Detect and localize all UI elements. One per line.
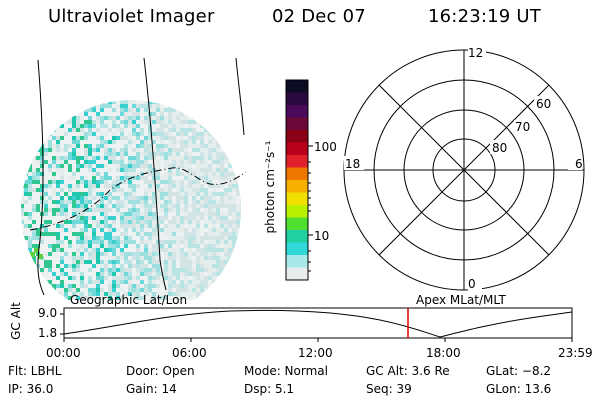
observation-date: 02 Dec 07 xyxy=(272,6,366,27)
colorbar-band xyxy=(286,105,308,118)
status-sequence: Seq: 39 xyxy=(366,382,412,396)
colorbar-band xyxy=(286,167,308,181)
timeline-axis-label: GC Alt xyxy=(9,302,23,340)
colorbar-band xyxy=(286,255,308,268)
colorbar-band xyxy=(286,180,308,193)
colorbar xyxy=(285,79,313,281)
status-dsp: Dsp: 5.1 xyxy=(244,382,295,396)
status-mode: Mode: Normal xyxy=(244,364,328,378)
timeline-xtick-1200: 12:00 xyxy=(298,346,333,360)
status-geo-lat: GLat: −8.2 xyxy=(486,364,552,378)
colorbar-band xyxy=(286,192,308,206)
status-gc-altitude: GC Alt: 3.6 Re xyxy=(366,364,450,378)
colorbar-band xyxy=(286,92,308,106)
timeline-right-title: Apex MLat/MLT xyxy=(416,293,506,307)
colorbar-tick-10: 10 xyxy=(314,229,330,243)
auroral-image xyxy=(21,57,247,300)
polar-mlt-12: 12 xyxy=(468,46,484,60)
timeline-ytick-1-8: 1.8 xyxy=(38,326,58,340)
colorbar-band xyxy=(286,242,308,256)
polar-diagonal xyxy=(378,84,550,256)
polar-lat-80: 80 xyxy=(492,141,508,155)
timeline-xtick-0600: 06:00 xyxy=(172,346,207,360)
polar-mlt-6: 6 xyxy=(575,157,583,171)
status-filter: Flt: LBHL xyxy=(8,364,62,378)
colorbar-gradient xyxy=(286,80,308,281)
colorbar-band xyxy=(286,117,308,131)
timeline-xtick-1800: 18:00 xyxy=(426,346,461,360)
instrument-title: Ultraviolet Imager xyxy=(48,6,215,27)
colorbar-band xyxy=(286,230,308,243)
polar-lat-60: 60 xyxy=(536,97,552,111)
colorbar-band xyxy=(286,267,308,281)
colorbar-band xyxy=(286,205,308,218)
colorbar-frame xyxy=(285,79,309,281)
auroral-image-pixels xyxy=(21,100,241,300)
status-gain: Gain: 14 xyxy=(126,382,177,396)
timeline-xtick-0000: 00:00 xyxy=(46,346,81,360)
timeline-left-title: Geographic Lat/Lon xyxy=(70,293,188,307)
polar-lat-70: 70 xyxy=(515,120,531,134)
polar-plot xyxy=(343,46,585,292)
timeline-xtick-2359: 23:59 xyxy=(558,346,593,360)
colorbar-band xyxy=(286,142,308,156)
status-ip: IP: 36.0 xyxy=(8,382,54,396)
colorbar-band xyxy=(286,130,308,143)
colorbar-band xyxy=(286,217,308,231)
altitude-curve xyxy=(63,309,573,338)
observation-time: 16:23:19 UT xyxy=(428,6,541,27)
colorbar-tick-100: 100 xyxy=(314,140,337,154)
colorbar-unit-label: photon cm⁻²s⁻¹ xyxy=(263,140,277,234)
polar-mlt-18: 18 xyxy=(345,157,361,171)
status-door: Door: Open xyxy=(126,364,195,378)
altitude-timeline xyxy=(60,307,573,342)
timeline-ytick-9: 9.0 xyxy=(38,306,58,320)
polar-mlt-0: 0 xyxy=(468,277,476,291)
colorbar-band xyxy=(286,155,308,168)
status-geo-lon: GLon: 13.6 xyxy=(486,382,552,396)
colorbar-band xyxy=(286,80,308,93)
geographic-grid-lines xyxy=(29,57,247,296)
